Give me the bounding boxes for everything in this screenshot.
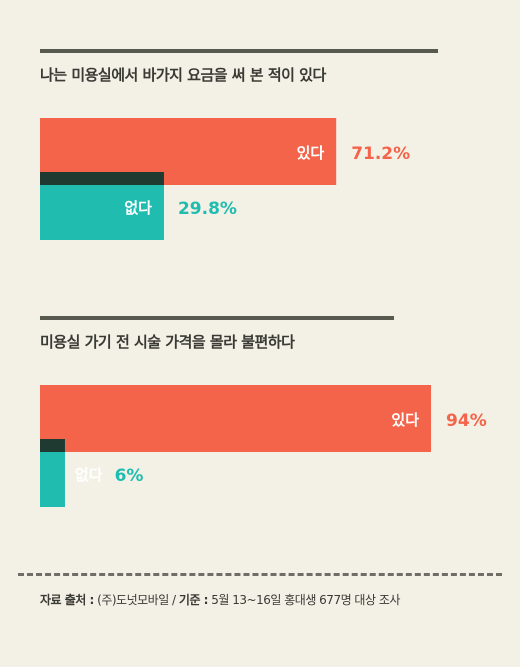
source-value: (주)도넛모바일 / [93, 593, 179, 607]
chart-1-label-yes: 있다 [297, 144, 325, 162]
chart-1: 있다 71.2% 없다 29.8% [40, 118, 410, 240]
chart-1-value-no: 29.8% [178, 199, 237, 219]
footer-divider [18, 573, 502, 576]
source-note: 자료 출처 : (주)도넛모바일 / 기준 : 5월 13~16일 홍대생 67… [40, 591, 400, 608]
chart-2-label-yes: 있다 [391, 411, 419, 429]
chart-1-title: 나는 미용실에서 바가지 요금을 써 본 적이 있다 [40, 66, 326, 84]
chart-2-label-no: 없다 [75, 466, 103, 484]
chart-1-value-yes: 71.2% [351, 144, 410, 164]
chart-2-top-rule [40, 316, 394, 320]
chart-2-title: 미용실 가기 전 시술 가격을 몰라 불편하다 [40, 333, 295, 351]
chart-1-top-rule [40, 49, 438, 53]
basis-label: 기준 : [178, 593, 209, 607]
chart-2: 있다 94% 없다 6% [40, 385, 487, 507]
chart-2-value-no: 6% [115, 466, 144, 486]
source-label: 자료 출처 : [40, 593, 94, 607]
basis-value: 5월 13~16일 홍대생 677명 대상 조사 [207, 593, 400, 607]
chart-2-bar-yes [40, 385, 432, 452]
chart-2-bar-overlap [40, 439, 65, 452]
chart-1-label-no: 없다 [124, 199, 152, 217]
chart-2-value-yes: 94% [446, 411, 487, 431]
chart-1-bar-overlap [40, 172, 164, 185]
